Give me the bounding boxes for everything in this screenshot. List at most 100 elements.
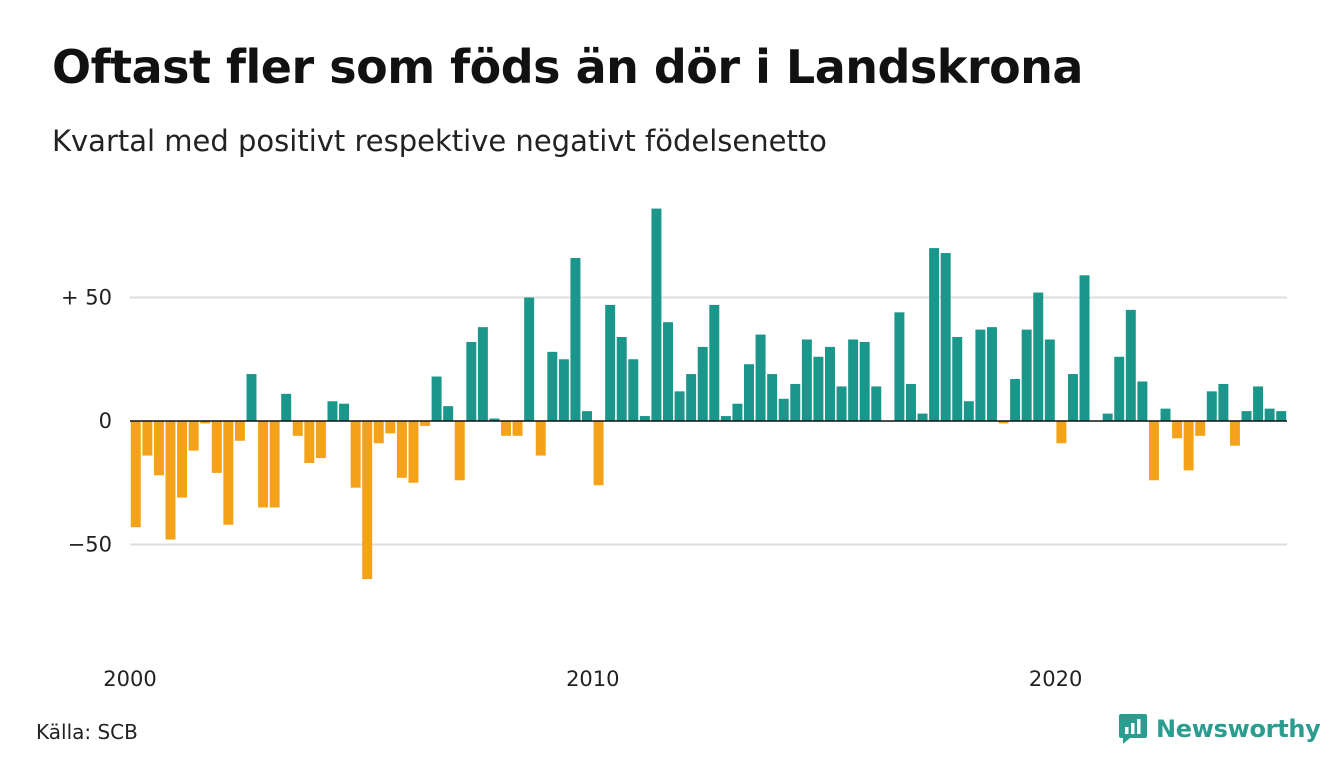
bar-positive [755, 334, 766, 421]
bar-positive [1253, 386, 1264, 421]
x-tick-label: 2010 [566, 667, 619, 691]
bar-positive [1125, 309, 1136, 421]
bar-positive [975, 329, 986, 421]
bar-negative [315, 421, 326, 459]
chart-subtitle: Kvartal med positivt respektive negativt… [52, 124, 827, 158]
bar-positive [732, 403, 743, 421]
bar-positive [686, 374, 697, 421]
y-tick-label: −50 [68, 533, 112, 557]
bar-negative [1183, 421, 1194, 471]
bar-negative [1172, 421, 1183, 439]
bar-negative [998, 421, 1009, 424]
bar-positive [697, 346, 708, 421]
bar-negative [512, 421, 523, 436]
bar-positive [246, 374, 257, 421]
bar-positive [1241, 411, 1252, 421]
bar-positive [1079, 275, 1090, 421]
source-note: Källa: SCB [36, 720, 138, 744]
bar-positive [547, 351, 558, 421]
bar-positive [801, 339, 812, 421]
bar-negative [177, 421, 188, 498]
bar-positive [1114, 356, 1125, 421]
bar-negative [223, 421, 234, 525]
bar-positive [651, 208, 662, 421]
bar-negative [258, 421, 269, 508]
bar-negative [373, 421, 384, 444]
bar-positive [709, 304, 720, 421]
bar-positive [744, 364, 754, 421]
bar-positive [1067, 374, 1078, 421]
bar-positive [1218, 383, 1229, 421]
bar-positive [1264, 408, 1275, 421]
bar-positive [1102, 413, 1113, 421]
bar-negative [454, 421, 465, 481]
bar-positive [489, 418, 500, 421]
y-tick-label: 0 [99, 409, 112, 433]
bar-positive [558, 359, 569, 421]
bar-negative [165, 421, 176, 540]
bar-positive [628, 359, 639, 421]
bar-positive [639, 416, 650, 421]
bar-negative [501, 421, 512, 436]
bar-positive [443, 406, 454, 421]
newsworthy-logo-icon [1119, 714, 1147, 744]
bar-positive [570, 257, 581, 421]
bar-positive [859, 341, 870, 421]
brand-name: Newsworthy [1156, 715, 1321, 743]
bar-positive [1137, 381, 1148, 421]
bar-positive [905, 383, 916, 421]
bar-negative [211, 421, 222, 473]
bar-layer [130, 208, 1287, 580]
bar-positive [477, 327, 488, 421]
bar-positive [431, 376, 442, 421]
bar-positive [1160, 408, 1171, 421]
bar-positive [339, 403, 350, 421]
bar-positive [281, 393, 292, 421]
bar-negative [408, 421, 419, 483]
bar-positive [940, 253, 951, 421]
bar-negative [385, 421, 396, 434]
bar-negative [292, 421, 303, 436]
bar-negative [350, 421, 361, 488]
bar-positive [767, 374, 778, 421]
bar-positive [929, 248, 940, 421]
bar-positive [1276, 411, 1287, 421]
bar-positive [952, 337, 963, 421]
bar-positive [825, 346, 835, 421]
bar-positive [1033, 292, 1044, 421]
bar-positive [871, 386, 882, 421]
bar-negative [304, 421, 315, 463]
bar-negative [142, 421, 153, 456]
chart-title: Oftast fler som föds än dör i Landskrona [52, 40, 1083, 94]
bar-positive [327, 401, 338, 421]
bar-negative [420, 421, 431, 426]
bar-positive [848, 339, 859, 421]
bar-positive [1010, 379, 1021, 421]
bar-positive [605, 304, 616, 421]
bar-positive [616, 337, 627, 421]
bar-negative [535, 421, 546, 456]
bar-positive [720, 416, 731, 421]
bar-negative [234, 421, 245, 441]
x-tick-label: 2020 [1029, 667, 1082, 691]
bar-negative [396, 421, 407, 478]
bar-negative [188, 421, 199, 451]
bar-positive [674, 391, 685, 421]
bar-positive [963, 401, 974, 421]
y-tick-label: + 50 [61, 286, 112, 310]
bar-negative [130, 421, 141, 528]
bar-positive [466, 341, 477, 421]
label-layer: + 50 0 −50 2000 2010 2020 [61, 286, 1082, 692]
brand-logo[interactable]: Newsworthy [1118, 712, 1321, 746]
bar-positive [986, 327, 997, 421]
bar-positive [1044, 339, 1055, 421]
bar-negative [1229, 421, 1240, 446]
bar-positive [524, 297, 535, 421]
bar-positive [663, 322, 673, 421]
bar-positive [1021, 329, 1032, 421]
bar-positive [582, 411, 592, 421]
bar-negative [1056, 421, 1067, 444]
grid-layer [130, 296, 1287, 546]
bar-negative [200, 421, 211, 424]
